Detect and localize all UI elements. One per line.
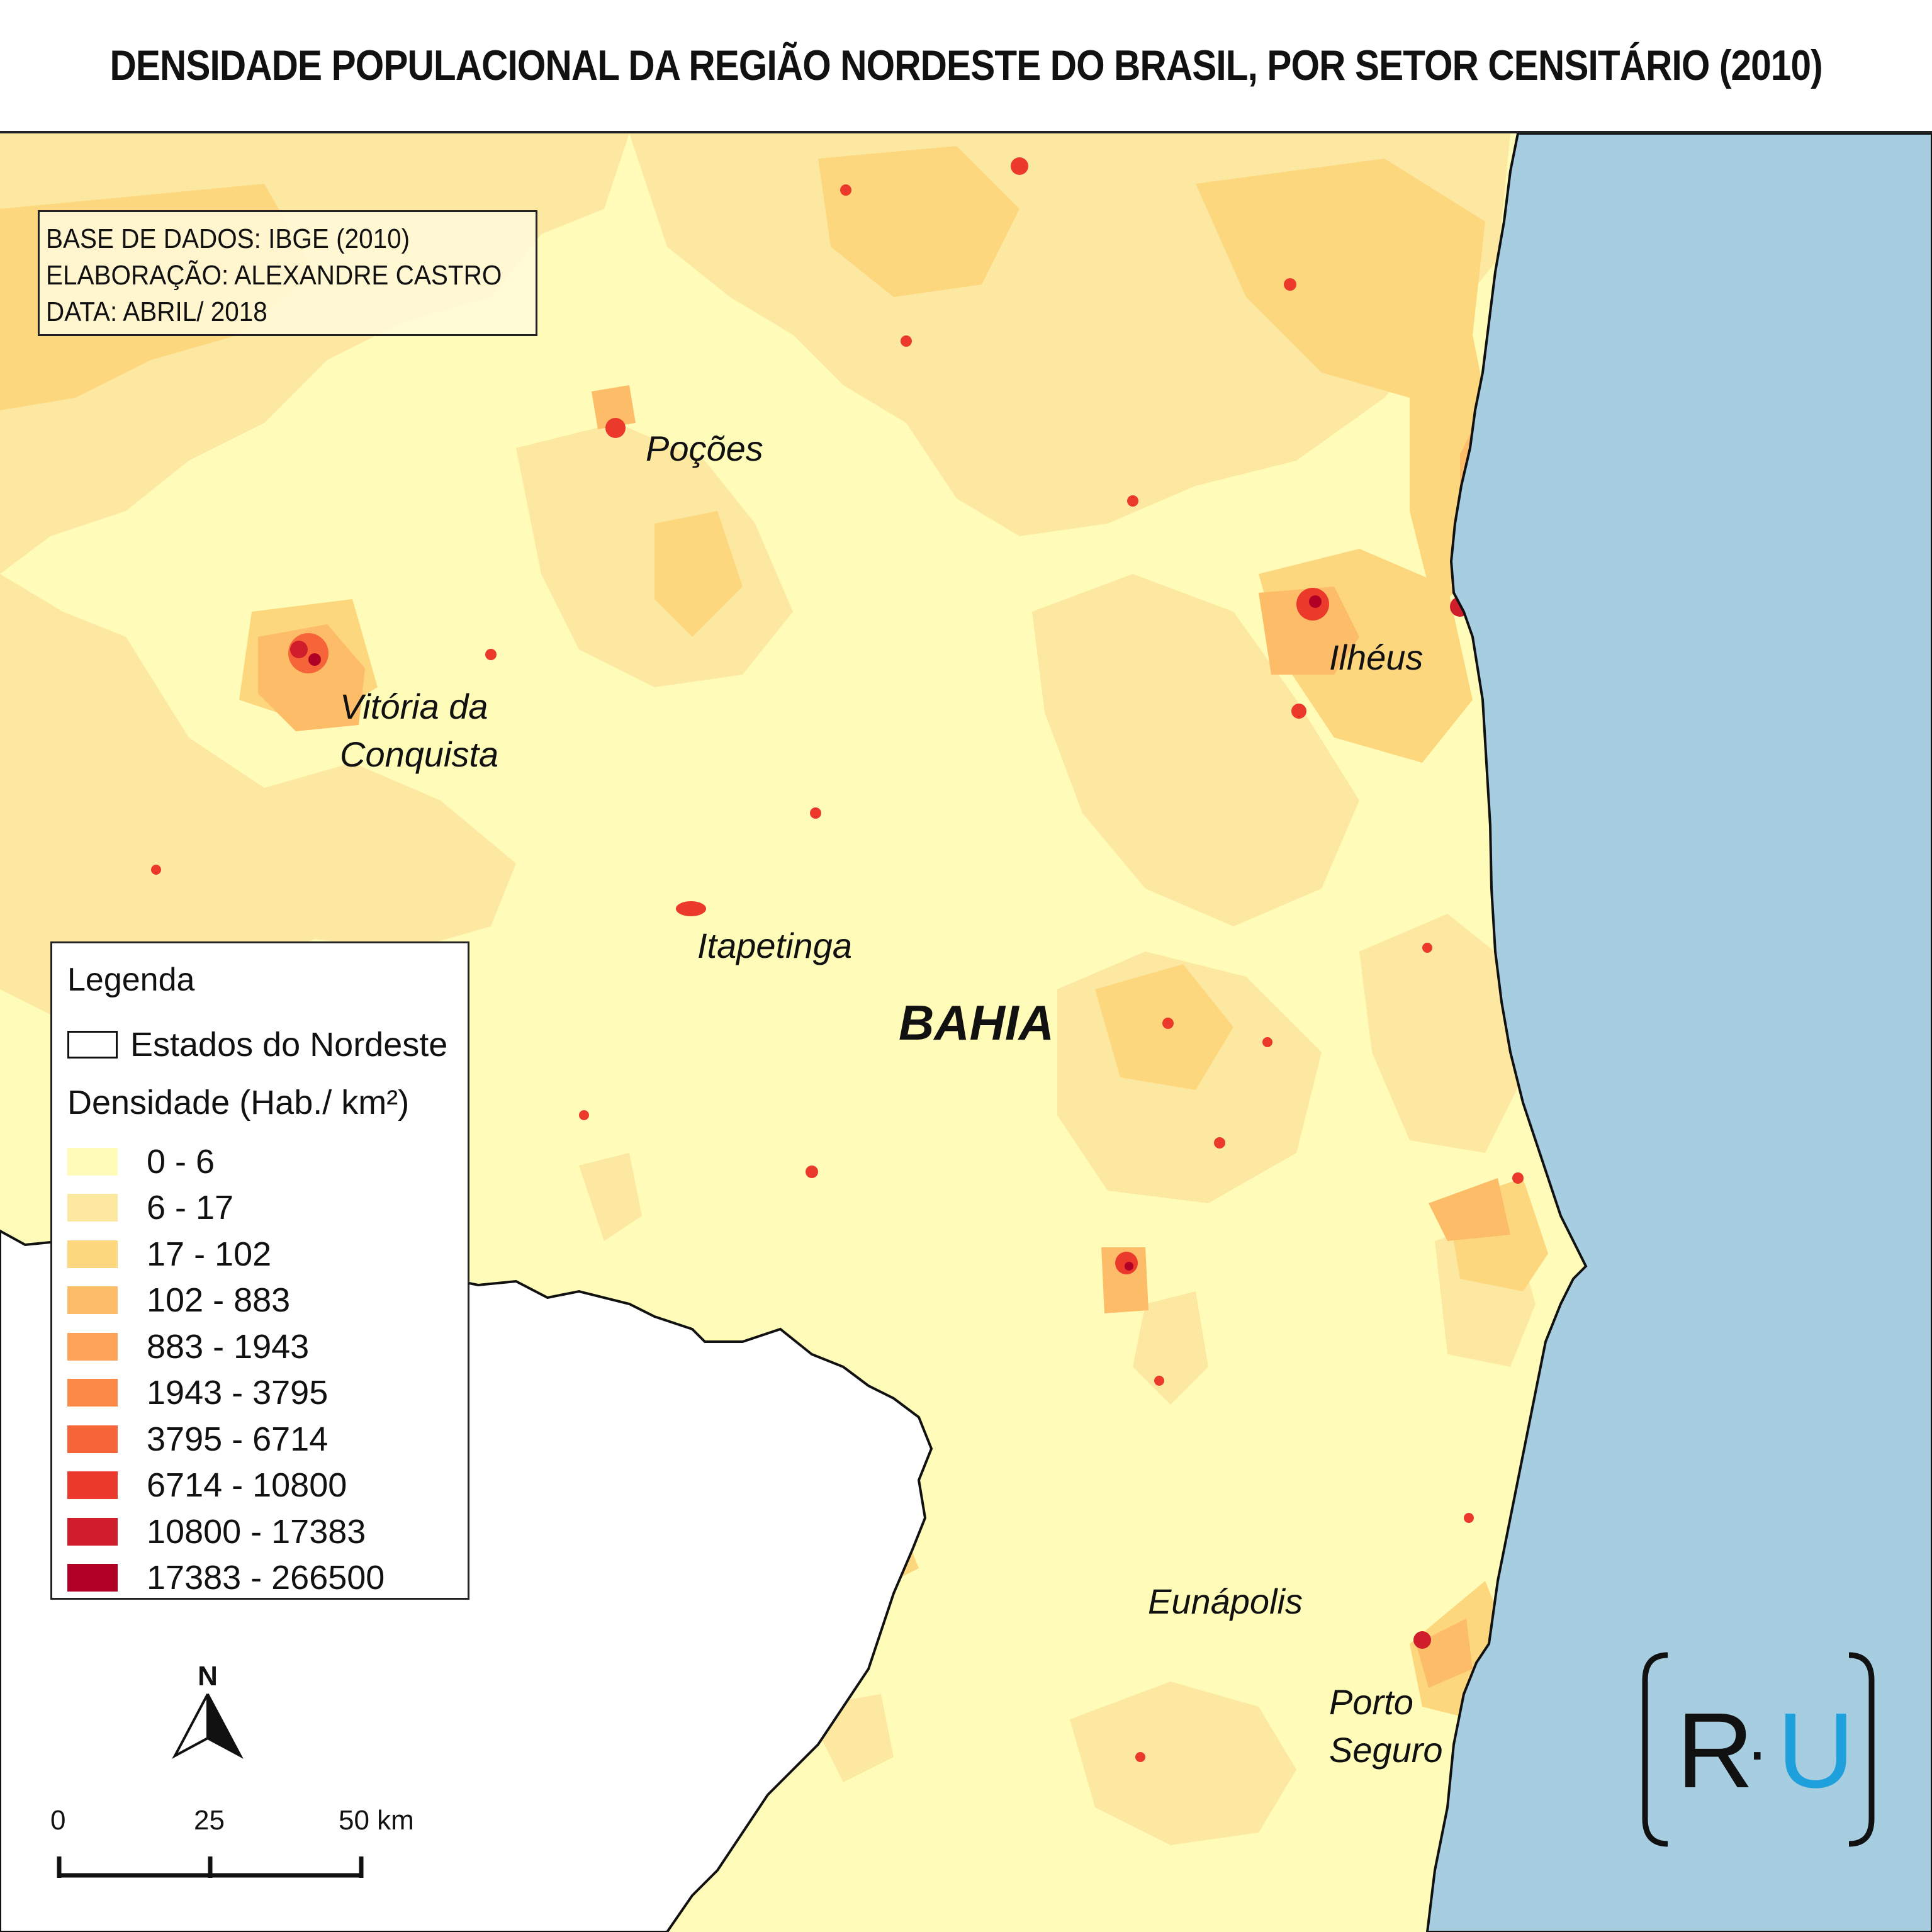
legend-class-label: 6 - 17	[147, 1189, 234, 1227]
label-porto-seguro-line1: Porto	[1329, 1682, 1413, 1722]
legend-class-label: 10800 - 17383	[147, 1512, 366, 1551]
credits-box: BASE DE DADOS: IBGE (2010) ELABORAÇÃO: A…	[38, 210, 537, 336]
legend-swatch	[67, 1240, 118, 1268]
legend-density-title: Densidade (Hab./ km²)	[67, 1084, 410, 1121]
legend-swatch	[67, 1147, 118, 1176]
legend-class-row: 883 - 1943	[67, 1323, 385, 1370]
scale-label-25: 25	[194, 1805, 225, 1836]
legend-title: Legenda	[67, 962, 195, 998]
label-vitoria-line2: Conquista	[340, 734, 498, 774]
legend-swatch	[67, 1564, 118, 1592]
map-title: DENSIDADE POPULACIONAL DA REGIÃO NORDEST…	[110, 42, 1822, 89]
label-vitoria-line1: Vitória da	[340, 687, 488, 726]
scale-bar-line	[57, 1856, 364, 1878]
map-title-bar: DENSIDADE POPULACIONAL DA REGIÃO NORDEST…	[0, 0, 1932, 133]
legend-class-row: 17383 - 266500	[67, 1555, 385, 1602]
logo-letter-u: U	[1777, 1691, 1855, 1811]
label-pocoes: Poções	[646, 429, 763, 468]
legend-class-row: 6714 - 10800	[67, 1463, 385, 1509]
legend-class-row: 1943 - 3795	[67, 1370, 385, 1417]
legend-class-label: 0 - 6	[147, 1142, 215, 1181]
label-itapetinga: Itapetinga	[697, 926, 852, 965]
legend-class-label: 6714 - 10800	[147, 1466, 347, 1505]
north-label: N	[198, 1661, 218, 1692]
ru-logo-icon: R · U	[1642, 1652, 1875, 1847]
legend-class-row: 102 - 883	[67, 1278, 385, 1324]
scale-label-50: 50 km	[339, 1805, 414, 1836]
north-arrow-icon: N	[172, 1661, 244, 1759]
legend-swatch	[67, 1194, 118, 1222]
atlantic-ocean	[1425, 133, 1932, 1932]
legend-box: Legenda Estados do Nordeste Densidade (H…	[50, 941, 469, 1600]
legend-states-row: Estados do Nordeste	[67, 1025, 447, 1064]
scale-label-0: 0	[50, 1805, 66, 1836]
label-eunapolis: Eunápolis	[1148, 1581, 1303, 1621]
credits-date: DATA: ABRIL/ 2018	[46, 296, 267, 327]
legend-class-row: 10800 - 17383	[67, 1508, 385, 1555]
legend-swatch	[67, 1425, 118, 1453]
legend-class-row: 3795 - 6714	[67, 1416, 385, 1463]
legend-class-label: 17383 - 266500	[147, 1559, 385, 1597]
logo-letter-r: R	[1676, 1691, 1754, 1811]
density-patches-102-883	[258, 385, 1510, 1688]
legend-class-row: 17 - 102	[67, 1231, 385, 1278]
credits-data-source: BASE DE DADOS: IBGE (2010)	[46, 223, 410, 254]
legend-swatch	[67, 1517, 118, 1546]
legend-class-row: 6 - 17	[67, 1185, 385, 1232]
legend-swatch	[67, 1332, 118, 1361]
label-state-bahia: BAHIA	[899, 995, 1054, 1050]
logo-dot: ·	[1746, 1712, 1769, 1790]
legend-classes: 0 - 6 6 - 17 17 - 102 102 - 883 883 - 19…	[67, 1138, 385, 1601]
legend-states-swatch	[67, 1031, 118, 1059]
legend-swatch	[67, 1471, 118, 1500]
scale-bar: 0 25 50 km	[38, 1805, 441, 1899]
legend-class-label: 883 - 1943	[147, 1327, 310, 1366]
legend-class-label: 3795 - 6714	[147, 1420, 329, 1458]
label-porto-seguro-line2: Seguro	[1329, 1730, 1443, 1770]
legend-states-label: Estados do Nordeste	[130, 1026, 448, 1064]
credits-author: ELABORAÇÃO: ALEXANDRE CASTRO	[46, 260, 502, 291]
legend-class-label: 17 - 102	[147, 1235, 272, 1273]
legend-class-label: 1943 - 3795	[147, 1374, 329, 1412]
legend-swatch	[67, 1379, 118, 1407]
legend-class-row: 0 - 6	[67, 1138, 385, 1185]
legend-class-label: 102 - 883	[147, 1281, 291, 1320]
legend-swatch	[67, 1286, 118, 1315]
urban-cores	[151, 157, 1524, 1762]
label-ilheus: Ilhéus	[1329, 637, 1423, 677]
